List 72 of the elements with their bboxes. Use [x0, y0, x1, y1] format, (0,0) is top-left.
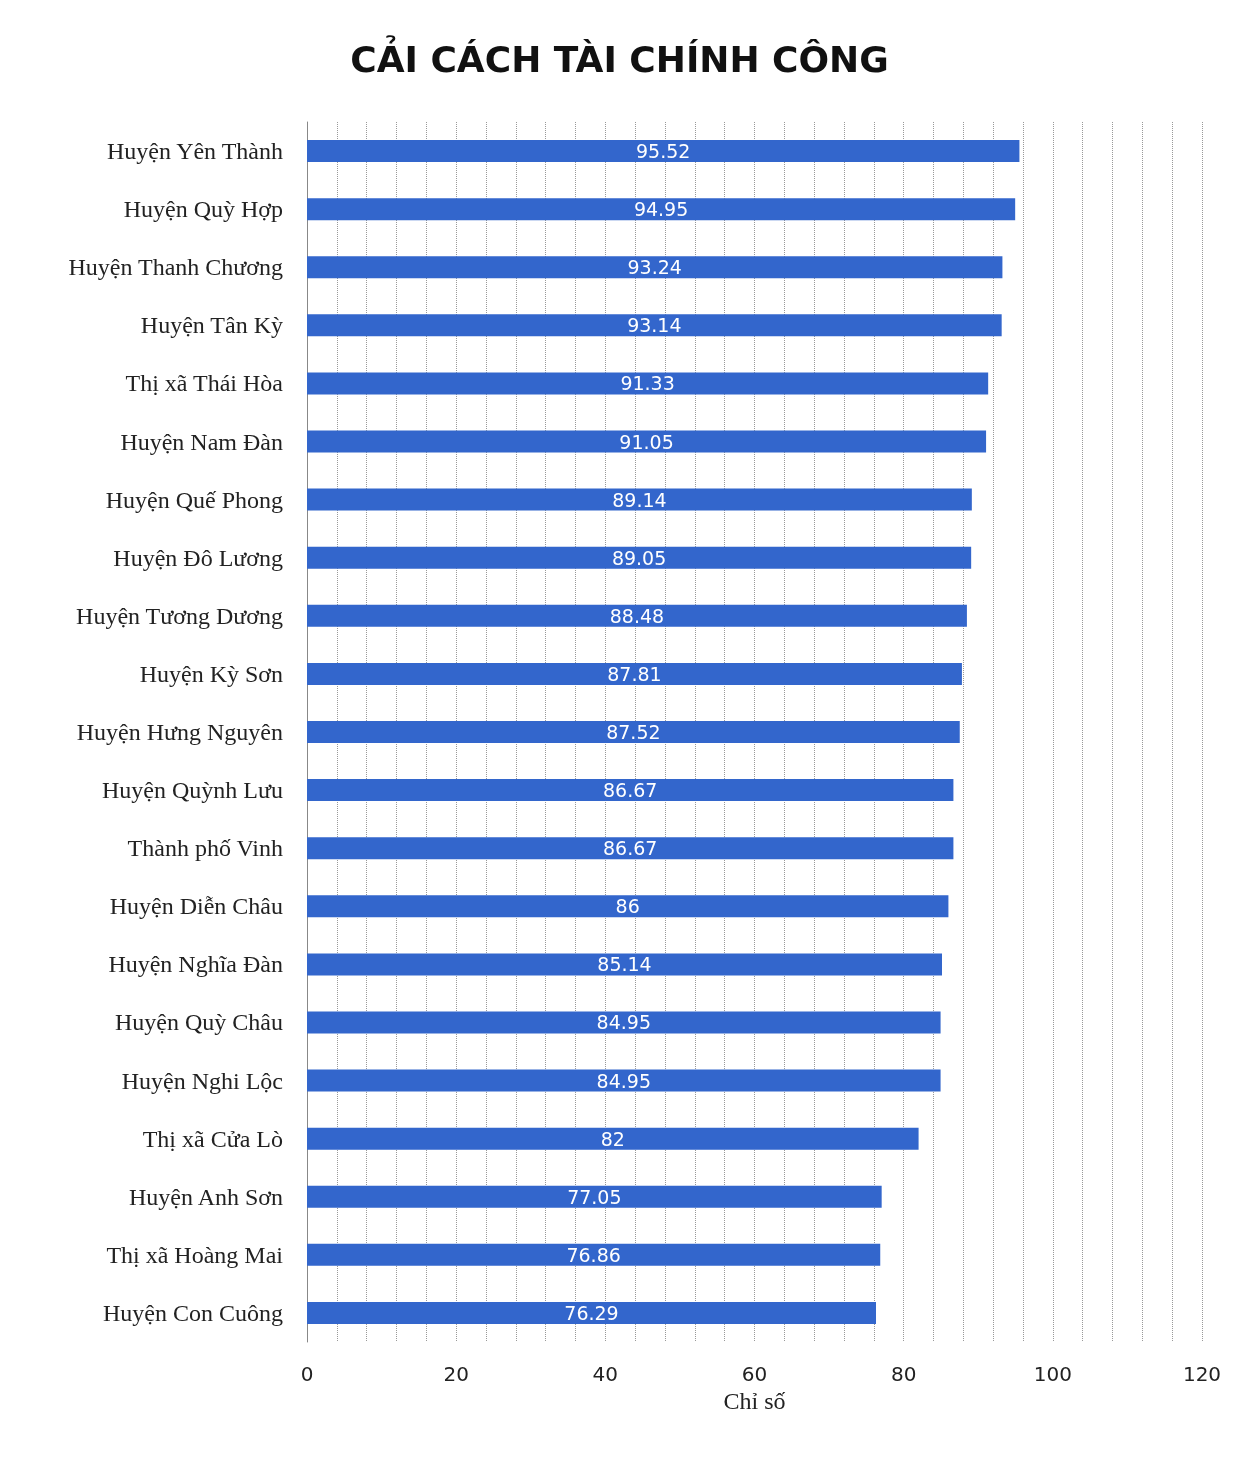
bar	[307, 837, 954, 860]
y-tick-label: Huyện Quỳ Châu	[115, 1009, 283, 1036]
bar	[307, 662, 962, 685]
y-tick-label: Huyện Con Cuông	[103, 1299, 283, 1326]
y-tick-label: Huyện Diễn Châu	[109, 893, 283, 920]
y-tick-label: Huyện Thanh Chương	[68, 254, 283, 281]
x-tick-label: 40	[592, 1362, 619, 1386]
data-label: 87.81	[607, 662, 662, 685]
y-tick-label: Huyện Nghĩa Đàn	[108, 951, 283, 978]
data-label: 93.14	[627, 314, 682, 337]
bar	[307, 314, 1002, 337]
bar	[307, 430, 987, 453]
bar	[307, 1069, 941, 1092]
x-tick-label: 20	[443, 1362, 469, 1386]
y-tick-label: Thị xã Hoàng Mai	[106, 1241, 284, 1268]
bar	[307, 1127, 919, 1150]
x-tick-label: 100	[1033, 1362, 1072, 1386]
x-axis-title: Chỉ số	[723, 1387, 786, 1414]
data-label: 95.52	[636, 140, 691, 163]
y-tick-label: Huyện Kỳ Sơn	[139, 660, 283, 687]
data-label: 84.95	[596, 1069, 651, 1092]
data-label: 89.14	[612, 488, 667, 511]
data-label: 77.05	[567, 1185, 622, 1208]
data-label: 88.48	[609, 604, 665, 627]
data-label: 93.24	[627, 256, 682, 279]
data-label: 84.95	[596, 1011, 651, 1034]
bar	[307, 1243, 881, 1266]
data-label: 85.14	[597, 953, 652, 976]
data-label: 91.05	[619, 430, 674, 453]
data-label: 76.86	[566, 1243, 621, 1266]
y-tick-label: Huyện Yên Thành	[107, 138, 283, 165]
y-tick-label: Huyện Quỳ Hợp	[123, 196, 283, 223]
bar	[307, 721, 960, 743]
x-tick-label: 120	[1182, 1362, 1222, 1386]
bar	[307, 604, 967, 627]
bar	[307, 140, 1020, 163]
y-tick-label: Huyện Nghi Lộc	[121, 1067, 283, 1094]
data-label: 89.05	[611, 546, 667, 569]
x-tick-label: 0	[300, 1362, 314, 1386]
data-label: 87.52	[606, 721, 661, 743]
data-label: 91.33	[620, 372, 675, 395]
y-tick-label: Huyện Hưng Nguyên	[76, 719, 283, 745]
data-label: 76.29	[564, 1301, 619, 1324]
bar	[307, 1011, 941, 1034]
bar	[307, 1301, 876, 1324]
y-tick-label: Thành phố Vinh	[127, 835, 283, 862]
y-tick-label: Huyện Anh Sơn	[128, 1183, 283, 1210]
bar	[307, 546, 972, 569]
bar	[307, 198, 1016, 221]
y-tick-label: Huyện Nam Đàn	[120, 428, 283, 455]
x-tick-label: 80	[890, 1362, 917, 1386]
data-label: 94.95	[633, 198, 689, 221]
bar	[307, 953, 942, 976]
data-label: 86	[615, 895, 640, 918]
chart-title: CẢI CÁCH TÀI CHÍNH CÔNG	[350, 34, 889, 80]
y-tick-label: Thị xã Thái Hòa	[125, 370, 284, 397]
data-label: 82	[600, 1127, 625, 1150]
bar	[307, 372, 989, 395]
bar	[307, 488, 972, 511]
y-tick-label: Huyện Đô Lương	[113, 544, 283, 571]
bar	[307, 779, 954, 802]
x-tick-label: 60	[741, 1362, 768, 1386]
data-label: 86.67	[603, 837, 658, 860]
y-tick-label: Huyện Quỳnh Lưu	[102, 777, 283, 804]
data-label: 86.67	[603, 779, 658, 802]
bar	[307, 895, 949, 918]
y-tick-label: Huyện Quế Phong	[105, 486, 283, 513]
y-tick-label: Huyện Tân Kỳ	[140, 312, 283, 339]
y-tick-label: Thị xã Cửa Lò	[142, 1125, 283, 1152]
bar	[307, 256, 1003, 279]
y-tick-label: Huyện Tương Dương	[76, 602, 283, 629]
bar	[307, 1185, 882, 1208]
